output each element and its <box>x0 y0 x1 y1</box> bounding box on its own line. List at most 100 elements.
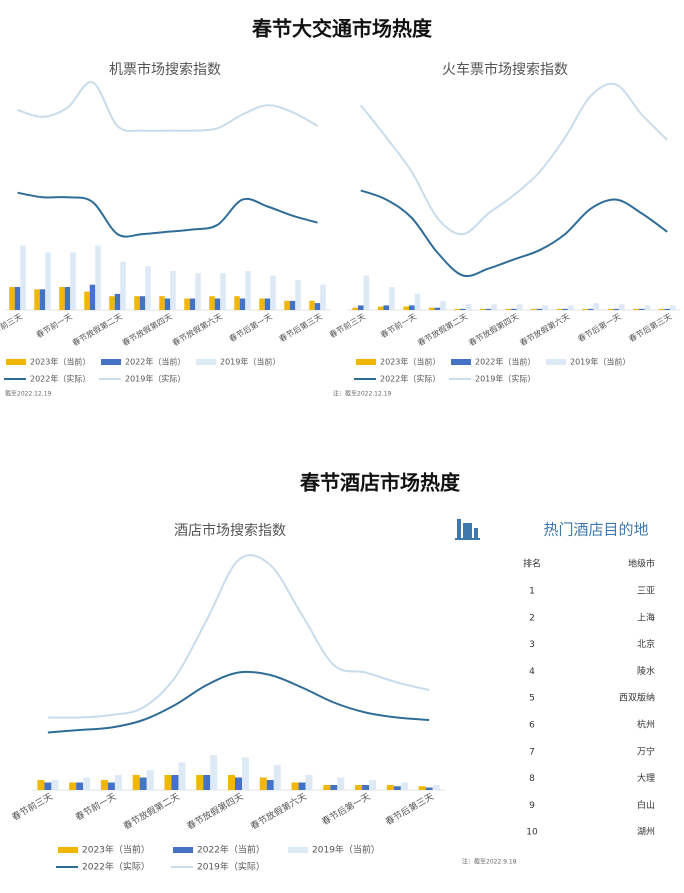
bar <box>234 296 240 310</box>
bar <box>209 296 215 310</box>
city: 上海 <box>637 611 655 623</box>
line <box>47 554 430 719</box>
legend-swatch <box>356 359 376 365</box>
bar <box>210 755 218 790</box>
legend-swatch <box>546 359 566 365</box>
x-tick-label: 春节后第三天 <box>383 790 436 827</box>
bar <box>120 261 126 310</box>
bar <box>114 293 121 310</box>
legend-label: 2023年（当前） <box>30 357 90 367</box>
x-tick-label: 春节放假第二天 <box>416 311 469 348</box>
bar <box>164 298 171 310</box>
bar <box>582 308 588 310</box>
bar <box>83 777 91 790</box>
bar <box>235 777 242 790</box>
rank: 6 <box>529 721 535 731</box>
bar <box>259 298 265 310</box>
x-tick-label: 春节放假第四天 <box>467 311 520 348</box>
bar <box>295 280 301 310</box>
bar <box>45 252 51 310</box>
bar <box>203 775 211 790</box>
legend-swatch <box>196 359 216 365</box>
bar <box>330 785 338 790</box>
x-tick-label: 春节放假第六天 <box>170 311 223 348</box>
bar <box>171 775 179 790</box>
legend-label: 2023年（当前） <box>82 844 150 856</box>
bar <box>195 273 201 310</box>
bar <box>511 308 517 310</box>
bar <box>196 775 204 790</box>
note: 注：截至2022.9.18 <box>462 858 517 866</box>
bar <box>70 252 76 310</box>
bar <box>460 308 466 310</box>
bar <box>114 775 122 790</box>
bar <box>220 273 226 310</box>
bar <box>305 775 313 790</box>
bar <box>270 275 276 310</box>
note: 注：截至2022.12.19 <box>333 390 392 398</box>
table-header: 排名 <box>523 558 541 570</box>
bar <box>139 296 146 310</box>
bar <box>95 245 101 310</box>
city: 杭州 <box>637 719 655 731</box>
bar <box>241 757 249 790</box>
legend-label: 2019年（实际） <box>475 374 535 384</box>
bar <box>425 787 433 790</box>
bar <box>145 266 151 310</box>
legend-swatch <box>6 359 26 365</box>
bar <box>516 304 523 310</box>
x-tick-label: 春节放假第二天 <box>121 790 182 832</box>
bar <box>309 300 315 310</box>
bar <box>284 300 290 310</box>
legend-label: 2019年（实际） <box>125 374 185 384</box>
bar <box>363 275 370 310</box>
bar <box>245 270 251 310</box>
city: 万宁 <box>637 745 655 757</box>
bar <box>542 305 548 310</box>
bar <box>352 307 358 310</box>
x-tick-label: 春节后第三天 <box>277 311 324 344</box>
bar <box>377 306 384 310</box>
rank: 8 <box>529 774 535 784</box>
legend-label: 2022年（当前） <box>125 357 185 367</box>
bar <box>20 245 26 310</box>
bar <box>320 284 326 310</box>
bar <box>428 307 435 310</box>
city: 陵水 <box>637 665 655 677</box>
legend-swatch <box>173 847 193 853</box>
bar <box>184 298 190 310</box>
bar <box>638 308 645 310</box>
bar <box>369 780 377 790</box>
x-tick-label: 春节后第一天 <box>320 790 373 827</box>
bar <box>567 305 574 310</box>
x-tick-label: 春节前一天 <box>73 790 118 823</box>
table-title: 热门酒店目的地 <box>543 521 648 539</box>
bar <box>485 308 492 310</box>
rank: 1 <box>529 587 535 597</box>
bar <box>562 308 568 310</box>
bar <box>109 296 115 310</box>
bar <box>37 780 45 790</box>
bar <box>414 293 421 310</box>
x-tick-label: 春节放假第四天 <box>120 311 173 348</box>
bar <box>393 786 401 790</box>
rank: 7 <box>529 747 535 757</box>
bar <box>134 296 140 310</box>
bar <box>323 785 331 790</box>
x-tick-label: 春节后第一天 <box>227 311 274 344</box>
x-tick-label: 春节前一天 <box>34 311 74 340</box>
bar <box>39 289 46 310</box>
rank: 2 <box>529 613 535 623</box>
bar <box>291 782 299 790</box>
bar <box>76 782 84 790</box>
bar <box>164 775 172 790</box>
bar <box>44 782 52 790</box>
legend-label: 2022年（实际） <box>380 374 440 384</box>
bar <box>170 270 176 310</box>
bar <box>139 777 147 790</box>
x-tick-label: 春节放假第六天 <box>518 311 571 348</box>
bar <box>34 289 40 310</box>
bar <box>670 305 676 310</box>
legend-label: 2022年（实际） <box>30 374 90 384</box>
